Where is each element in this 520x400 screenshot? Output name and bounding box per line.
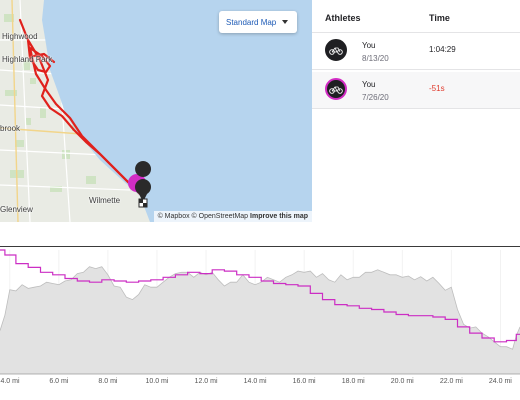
mapbox-attribution-link[interactable]: © Mapbox (157, 213, 190, 220)
x-tick-label: 12.0 mi (194, 378, 218, 385)
elevation-comparison-chart[interactable] (0, 246, 520, 400)
header-time: Time (429, 13, 450, 23)
athlete-row[interactable]: You 8/13/20 1:04:29 (312, 33, 520, 70)
chart-top-border (0, 246, 520, 247)
x-tick-label: 20.0 mi (390, 378, 414, 385)
map-label-brook: brook (0, 124, 21, 133)
x-tick-label: 10.0 mi (145, 378, 169, 385)
map-label-highwood: Highwood (2, 32, 38, 41)
segment-map[interactable]: Highwood Highland Park brook Wilmette Gl… (0, 0, 312, 222)
x-tick-label: 24.0 mi (488, 378, 512, 385)
osm-attribution-link[interactable]: © OpenStreetMap (191, 213, 249, 220)
x-tick-label: 4.0 mi (0, 378, 20, 385)
athlete-row[interactable]: You 7/26/20 -51s (312, 72, 520, 109)
elevation-line (0, 266, 520, 350)
athlete-name[interactable]: You (362, 80, 376, 89)
x-tick-label: 16.0 mi (292, 378, 316, 385)
athletes-table-header: Athletes Time (312, 0, 520, 33)
avatar[interactable] (325, 78, 347, 100)
x-tick-label: 8.0 mi (98, 378, 118, 385)
map-attribution: © Mapbox © OpenStreetMap Improve this ma… (153, 211, 312, 222)
map-style-dropdown[interactable]: Standard Map (219, 11, 297, 33)
header-athletes: Athletes (325, 13, 361, 23)
x-tick-label: 18.0 mi (341, 378, 365, 385)
athlete-name[interactable]: You (362, 41, 376, 50)
x-tick-label: 6.0 mi (49, 378, 69, 385)
bike-icon (329, 47, 343, 55)
avatar[interactable] (325, 39, 347, 61)
elevation-area (0, 266, 520, 374)
improve-map-link[interactable]: Improve this map (250, 213, 308, 220)
x-tick-label: 22.0 mi (439, 378, 463, 385)
comparison-line (0, 249, 520, 343)
activity-date[interactable]: 7/26/20 (362, 93, 389, 102)
map-canvas (0, 0, 312, 222)
activity-date[interactable]: 8/13/20 (362, 54, 389, 63)
map-label-highland-park: Highland Park (2, 55, 53, 64)
finish-markers (128, 161, 152, 208)
x-tick-label: 14.0 mi (243, 378, 267, 385)
elapsed-time: 1:04:29 (429, 45, 456, 54)
map-label-wilmette: Wilmette (89, 196, 121, 205)
map-label-glenview: Glenview (0, 205, 33, 214)
time-difference: -51s (429, 84, 445, 93)
chevron-down-icon (282, 20, 288, 24)
athletes-panel: Athletes Time You 8/13/20 1:04:29 You 7/… (312, 0, 520, 222)
bike-icon (329, 86, 343, 94)
map-style-label: Standard Map (226, 17, 277, 27)
